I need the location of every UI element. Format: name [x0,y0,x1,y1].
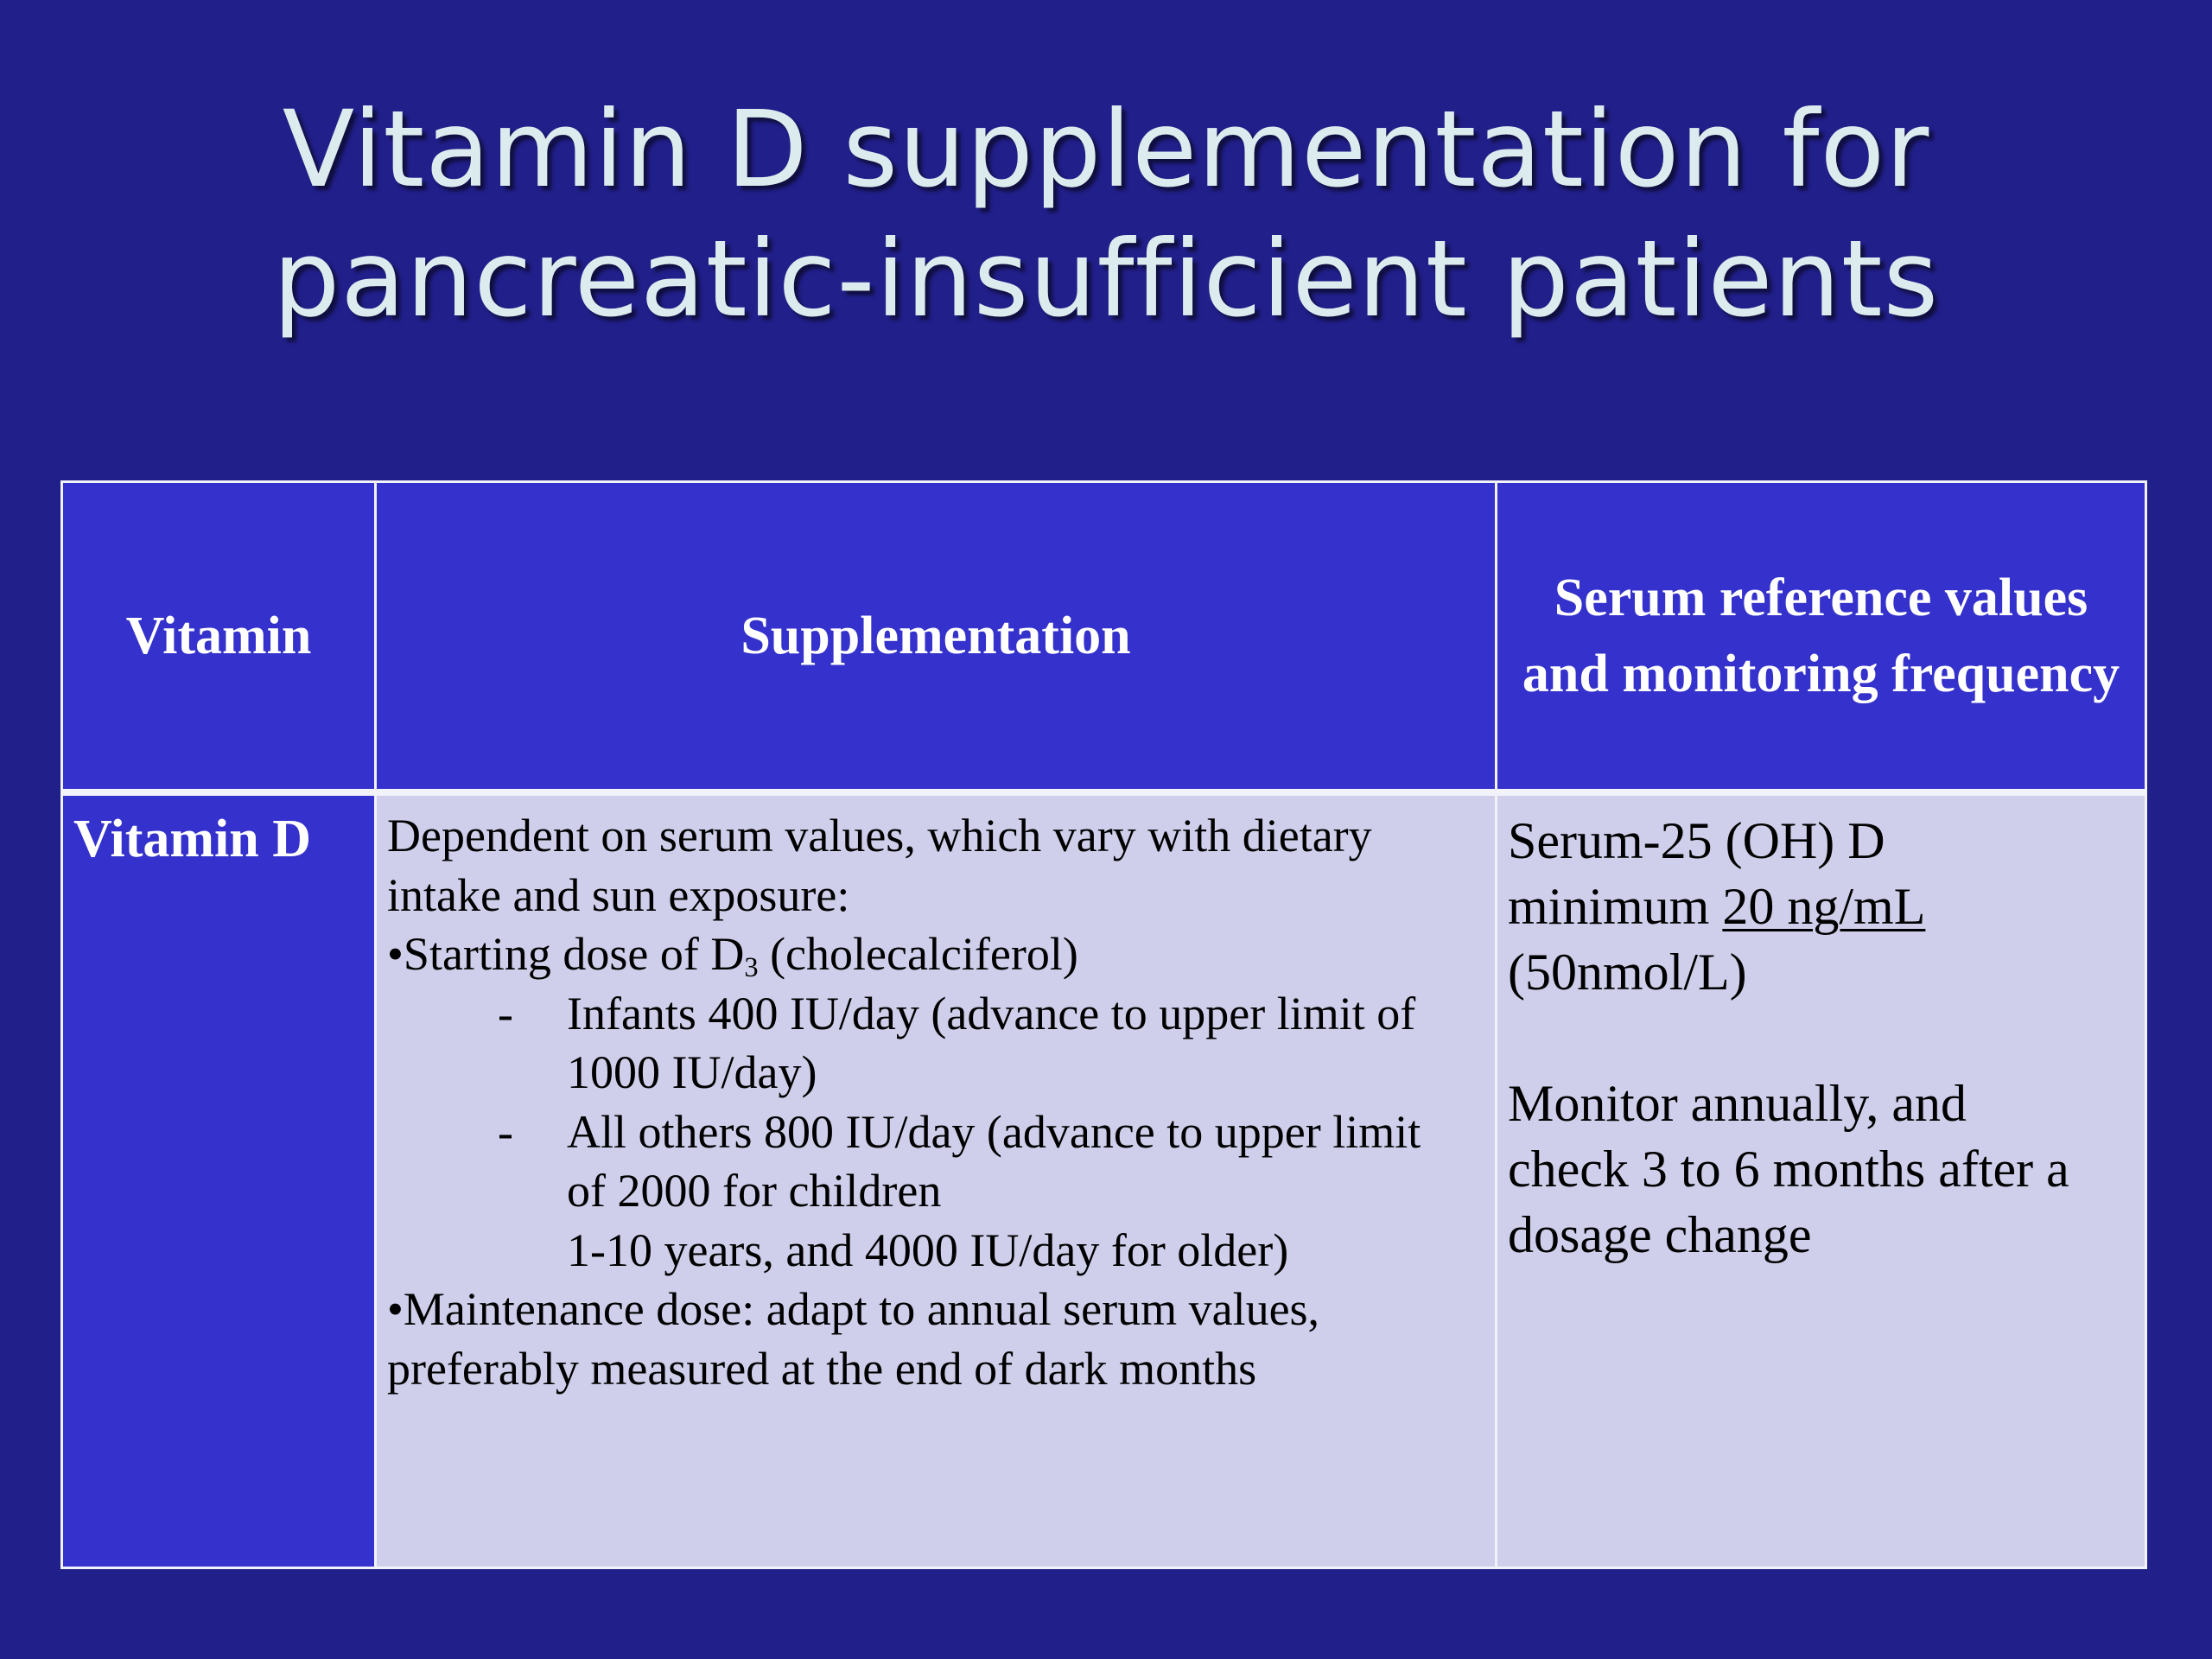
paragraph-gap [1508,1005,2131,1071]
maintenance-dose-line-1: Maintenance dose: adapt to annual serum … [403,1283,1320,1335]
header-supplementation-label: Supplementation [741,607,1131,665]
table-row: Vitamin D Dependent on serum values, whi… [60,791,2147,1569]
header-reference-line-2: and monitoring frequency [1522,645,2120,703]
header-vitamin-label: Vitamin [125,607,312,665]
others-dose-item: - All others 800 IU/day (advance to uppe… [387,1103,1481,1281]
slide-title-line-1: Vitamin D supplementation for [282,88,1930,211]
serum-minimum-value: 20 ng/mL [1722,878,1926,935]
vitamin-name: Vitamin D [73,810,311,868]
header-reference-line-1: Serum reference values [1554,569,2088,627]
dash-icon: - [498,987,513,1039]
monitoring-line-3: dosage change [1508,1206,1812,1263]
infants-dose-line-1: Infants 400 IU/day (advance to upper lim… [567,987,1416,1039]
maintenance-dose-item: •Maintenance dose: adapt to annual serum… [387,1280,1481,1339]
vitamin-name-cell: Vitamin D [60,791,377,1569]
header-vitamin: Vitamin [60,480,377,796]
serum-minimum: minimum 20 ng/mL [1508,874,2131,939]
table-header-row: Vitamin Supplementation Serum reference … [60,480,2147,796]
others-dose-line-3: 1-10 years, and 4000 IU/day for older) [567,1224,1289,1276]
others-dose-line-1: All others 800 IU/day (advance to upper … [567,1105,1421,1158]
serum-minimum-si: (50nmol/L) [1508,944,1747,1001]
bullet-icon: • [387,1283,404,1335]
slide-title: Vitamin D supplementation for pancreatic… [0,85,2212,344]
supplementation-intro-line-1: Dependent on serum values, which vary wi… [387,810,1372,861]
serum-minimum-prefix: minimum [1508,878,1723,935]
supplementation-intro-line-2: intake and sun exposure: [387,868,850,921]
serum-marker: Serum-25 (OH) D [1508,812,1885,869]
monitoring-line-2: check 3 to 6 months after a [1508,1141,2069,1198]
bullet-icon: • [387,928,404,980]
others-dose-line-2: of 2000 for children [567,1165,942,1217]
infants-dose-line-2: 1000 IU/day) [567,1046,817,1098]
infants-dose-item: - Infants 400 IU/day (advance to upper l… [387,984,1481,1103]
header-reference: Serum reference values and monitoring fr… [1495,480,2147,796]
monitoring-line-1: Monitor annually, and [1508,1075,1967,1132]
table-body: Vitamin D Dependent on serum values, whi… [60,791,2147,1569]
starting-dose-item: •Starting dose of D3 (cholecalciferol) [387,925,1481,984]
table-header: Vitamin Supplementation Serum reference … [60,480,2147,796]
reference-cell: Serum-25 (OH) D minimum 20 ng/mL (50nmol… [1495,791,2147,1569]
starting-dose-subscript: 3 [744,952,759,983]
header-supplementation: Supplementation [374,480,1497,796]
supplementation-cell: Dependent on serum values, which vary wi… [374,791,1497,1569]
starting-dose-suffix: (cholecalciferol) [758,928,1078,980]
starting-dose-prefix: Starting dose of D [403,928,745,980]
maintenance-dose-line-2: preferably measured at the end of dark m… [387,1342,1257,1395]
slide-title-line-2: pancreatic-insufficient patients [272,218,1940,340]
vitamin-d-table: Vitamin Supplementation Serum reference … [60,480,2147,1569]
dash-icon: - [498,1105,513,1158]
